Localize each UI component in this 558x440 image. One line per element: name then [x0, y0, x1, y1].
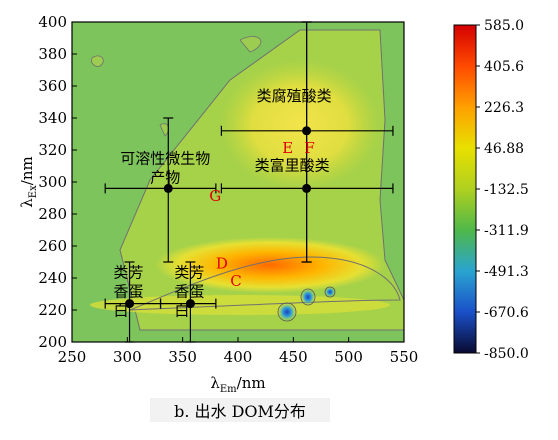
y-tick-label: 260 — [38, 237, 67, 255]
x-tick-label: 400 — [224, 348, 253, 366]
contour-line — [129, 256, 401, 311]
region-label: 类芳香蛋白 — [114, 264, 144, 320]
y-tick-label: 360 — [38, 77, 67, 95]
region-label: 可溶性微生物产物 — [120, 149, 210, 186]
y-tick-label: 300 — [38, 173, 67, 191]
region-marker — [159, 261, 217, 343]
region-letter: C — [230, 272, 241, 290]
colorbar: 585.0 405.6 226.3 46.88 -132.5 -311.9 -491.3 -6… — [453, 18, 529, 362]
region-letter: E — [282, 139, 293, 157]
y-tick-label: 380 — [38, 45, 67, 63]
negative-spot — [300, 288, 316, 306]
x-tick-label: 350 — [168, 348, 197, 366]
figure-caption: b. 出水 DOM分布 — [174, 402, 306, 421]
colorbar-label: -491.3 — [484, 264, 529, 280]
region-center-point — [185, 299, 195, 309]
y-tick-label: 240 — [38, 269, 67, 287]
x-tick-label: 300 — [113, 348, 142, 366]
colorbar-label: -311.9 — [484, 223, 529, 239]
x-tick-label: 250 — [58, 348, 87, 366]
region-center-point — [163, 183, 173, 193]
y-tick-label: 200 — [38, 333, 67, 351]
contour-line — [91, 55, 104, 67]
colorbar-label: 585.0 — [484, 18, 524, 34]
region-center-point — [302, 183, 312, 193]
y-tick-label: 400 — [38, 13, 67, 31]
region-label: 类富里酸类 — [255, 156, 330, 174]
protein-peak-area — [155, 237, 385, 293]
x-axis-label: λEm/nm — [210, 374, 265, 395]
contour-line — [239, 36, 262, 53]
y-tick-label: 320 — [38, 141, 67, 159]
region-marker — [104, 117, 217, 263]
axis-ticks: 250 300 350 400 450 500 550 200 220 240 260 280 300 3… — [38, 13, 418, 366]
y-tick-label: 280 — [38, 205, 67, 223]
colorbar-label: -670.6 — [484, 305, 529, 321]
colorbar-label: 226.3 — [484, 100, 524, 116]
region-label: 类腐殖酸类 — [257, 87, 332, 105]
y-tick-label: 220 — [38, 301, 67, 319]
negative-spot — [324, 286, 336, 298]
x-tick-label: 550 — [390, 348, 419, 366]
humic-peak-area — [220, 60, 380, 190]
region-letter: D — [216, 254, 228, 272]
region-label: 类芳香蛋白 — [174, 264, 204, 320]
colorbar-label: 405.6 — [484, 59, 524, 75]
region-marker — [220, 21, 394, 263]
colorbar-label: 46.88 — [484, 141, 524, 157]
y-tick-label: 340 — [38, 109, 67, 127]
heatmap-field — [72, 22, 404, 342]
caption-background — [150, 398, 330, 422]
x-tick-label: 450 — [279, 348, 308, 366]
negative-spot — [277, 302, 297, 322]
colorbar-label: -132.5 — [484, 182, 529, 198]
x-tick-label: 500 — [334, 348, 363, 366]
colorbar-ramp — [453, 24, 477, 354]
region-letter: F — [304, 139, 314, 157]
region-letter: G — [209, 187, 221, 205]
colorbar-label: -850.0 — [484, 346, 529, 362]
y-axis-label: λEx/nm — [18, 156, 39, 207]
region-marker — [104, 261, 162, 343]
region-center-point — [125, 299, 135, 309]
